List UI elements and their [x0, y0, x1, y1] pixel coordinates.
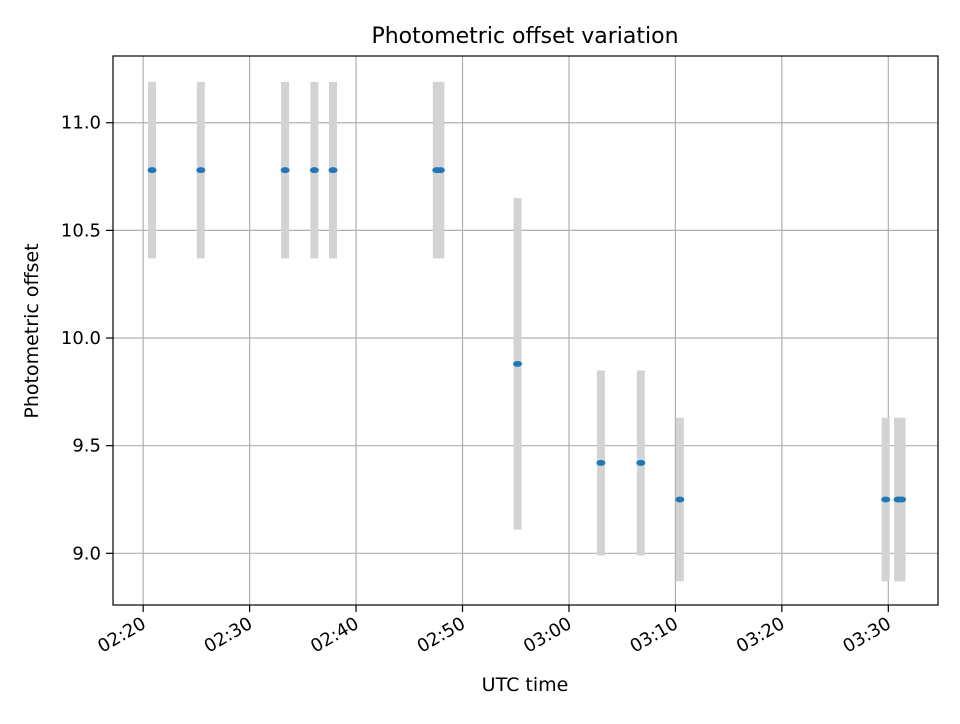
chart-title: Photometric offset variation: [371, 24, 678, 49]
y-tick-label: 9.0: [72, 543, 101, 564]
point-layer: [147, 167, 907, 503]
data-point: [636, 459, 646, 466]
data-point: [513, 360, 523, 367]
data-point: [435, 167, 445, 174]
data-point: [309, 167, 319, 174]
axes-frame: [112, 55, 939, 606]
data-point: [147, 167, 157, 174]
data-point: [881, 496, 891, 503]
data-point: [897, 496, 907, 503]
y-tick-label: 11.0: [61, 113, 101, 134]
data-point: [596, 459, 606, 466]
y-axis-label: Photometric offset: [21, 243, 43, 418]
data-point: [328, 167, 338, 174]
data-point: [280, 167, 290, 174]
data-point: [196, 167, 206, 174]
y-tick-label: 10.5: [61, 220, 101, 241]
grid-layer: [113, 56, 938, 605]
y-tick-label: 10.0: [61, 328, 101, 349]
data-point: [675, 496, 685, 503]
y-tick-label: 9.5: [72, 436, 101, 457]
x-axis-label: UTC time: [482, 674, 569, 696]
